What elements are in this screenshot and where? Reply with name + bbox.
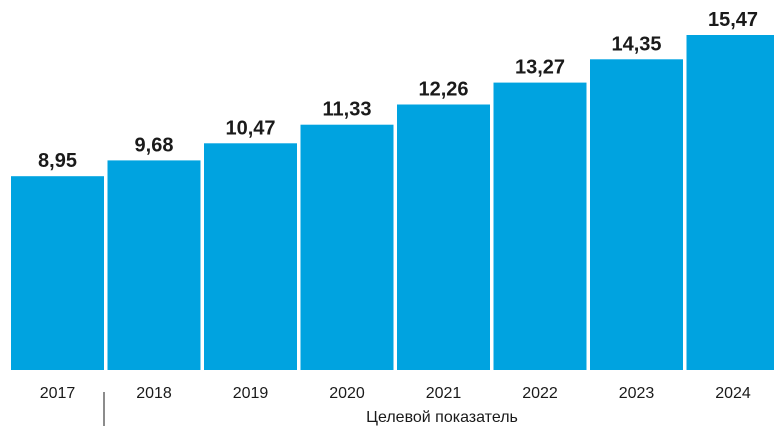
x-tick-2018: 2018 [136, 385, 172, 402]
value-label-2024: 15,47 [708, 9, 758, 31]
x-tick-2019: 2019 [233, 385, 269, 402]
x-tick-2022: 2022 [522, 385, 558, 402]
bar-2018 [107, 160, 201, 370]
bar-2023 [590, 59, 683, 371]
x-tick-2024: 2024 [715, 385, 751, 402]
x-axis-tick-labels: 2017 2018 2019 2020 2021 2022 2023 2024 [40, 385, 751, 402]
value-label-2023: 14,35 [611, 33, 661, 55]
x-tick-2021: 2021 [426, 385, 462, 402]
x-tick-2017: 2017 [40, 385, 76, 402]
x-tick-2020: 2020 [329, 385, 365, 402]
bar-2024 [686, 35, 774, 370]
value-label-2017: 8,95 [38, 150, 77, 172]
value-label-2019: 10,47 [225, 117, 275, 139]
value-label-2018: 9,68 [135, 134, 174, 156]
bars-group [11, 35, 774, 371]
value-labels-group: 8,95 9,68 10,47 11,33 12,26 13,27 14,35 15,47 [38, 9, 758, 172]
target-annotation: Целевой показатель [366, 409, 518, 426]
bar-2020 [300, 124, 394, 370]
x-tick-2023: 2023 [619, 385, 655, 402]
bar-2021 [397, 104, 490, 370]
value-label-2021: 12,26 [418, 79, 468, 101]
bar-2019 [204, 143, 297, 370]
bar-2022 [493, 82, 587, 370]
bar-2017 [11, 176, 104, 370]
value-label-2022: 13,27 [515, 57, 565, 79]
value-label-2020: 11,33 [323, 99, 372, 121]
